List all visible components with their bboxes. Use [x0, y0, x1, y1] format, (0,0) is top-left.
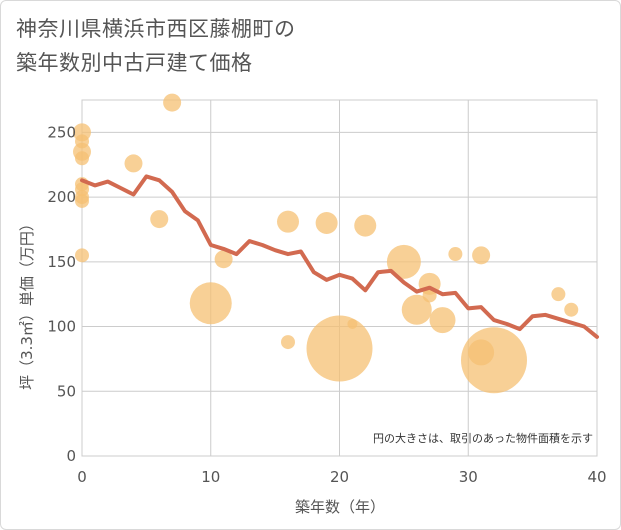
- y-tick-label: 0: [66, 447, 76, 465]
- y-tick-labels: 0 50 100 150 200 250: [47, 123, 76, 465]
- y-tick-label: 150: [47, 253, 76, 271]
- x-axis-label: 築年数（年）: [295, 498, 385, 516]
- bubble: [75, 248, 89, 263]
- bubble: [564, 302, 579, 317]
- bubble: [551, 287, 566, 302]
- bubble: [277, 210, 299, 233]
- bubble: [472, 246, 491, 265]
- grid-lines: [81, 99, 598, 457]
- bubble: [386, 244, 421, 279]
- bubble: [422, 288, 437, 303]
- x-tick-label: 0: [77, 468, 87, 486]
- bubble: [124, 154, 143, 173]
- y-tick-label: 200: [47, 188, 76, 206]
- bubble: [75, 193, 89, 208]
- y-tick-label: 100: [47, 318, 76, 336]
- bubble: [354, 214, 377, 237]
- bubble: [448, 247, 463, 262]
- bubbles: [73, 93, 579, 394]
- chart-title: 神奈川県横浜市西区藤棚町の 築年数別中古戸建て価格: [16, 12, 296, 80]
- bubble: [214, 250, 233, 269]
- x-tick-label: 10: [201, 468, 220, 486]
- trend-line: [80, 174, 599, 339]
- bubble: [75, 151, 89, 166]
- bubble: [150, 210, 169, 229]
- x-tick-label: 20: [330, 468, 349, 486]
- chart-title-line-1: 神奈川県横浜市西区藤棚町の: [16, 17, 296, 41]
- bubble: [401, 294, 432, 325]
- bubble: [315, 211, 338, 234]
- x-tick-label: 30: [459, 468, 478, 486]
- bubble: [281, 335, 295, 350]
- x-tick-labels: 0 10 20 30 40: [77, 468, 606, 486]
- bubble: [429, 307, 456, 334]
- y-axis-label: 坪（3.3㎡）単価（万円）: [18, 216, 36, 390]
- bubble: [189, 282, 232, 325]
- y-tick-label: 50: [57, 382, 76, 400]
- bubble: [306, 315, 373, 382]
- bubble-size-note: 円の大きさは、取引のあった物件面積を示す: [373, 431, 593, 445]
- trend-line-group: [80, 174, 599, 339]
- chart-title-line-2: 築年数別中古戸建て価格: [16, 51, 253, 75]
- bubble: [347, 318, 358, 329]
- y-tick-label: 250: [47, 123, 76, 141]
- bubble: [163, 93, 182, 112]
- x-tick-label: 40: [587, 468, 606, 486]
- bubble: [461, 327, 527, 394]
